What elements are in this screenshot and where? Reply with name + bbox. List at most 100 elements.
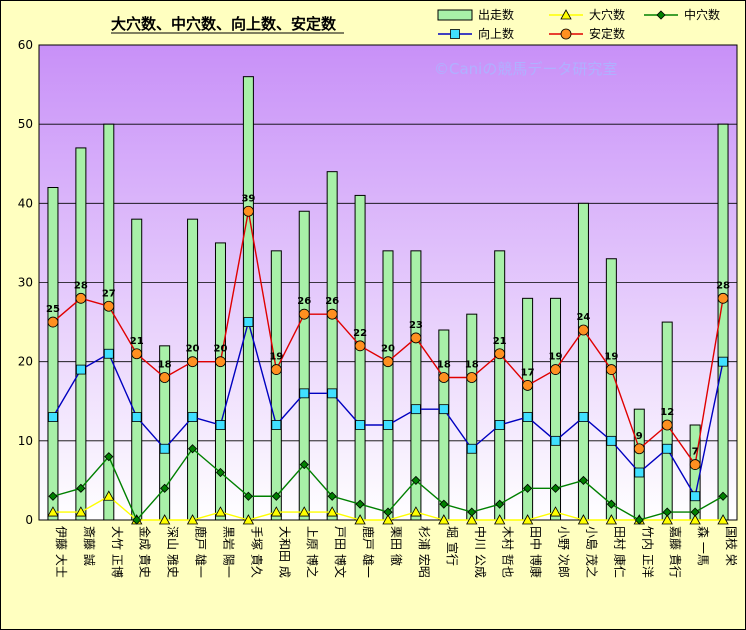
point-marker: [242, 205, 254, 217]
point-marker: [382, 356, 394, 368]
series-安定数: [47, 205, 729, 470]
category-label: 中川 公成: [473, 526, 488, 578]
category-label: 杉浦 宏昭: [417, 526, 432, 578]
point-marker: [549, 506, 562, 517]
data-label: 19: [604, 352, 618, 363]
point-marker: [187, 356, 198, 368]
point-marker: [271, 420, 282, 430]
point-marker: [438, 372, 450, 383]
point-marker: [605, 514, 618, 525]
point-marker: [661, 514, 673, 525]
point-marker: [661, 419, 673, 431]
point-marker: [326, 506, 338, 517]
point-marker: [47, 316, 59, 328]
point-marker: [298, 506, 310, 517]
bar: [47, 187, 59, 521]
bar: [159, 345, 171, 521]
bar: [605, 258, 617, 521]
point-marker: [299, 460, 309, 470]
point-marker: [466, 443, 477, 454]
point-marker: [355, 499, 365, 509]
category-label: 大和田 成: [277, 526, 291, 578]
legend-item: 向上数: [438, 26, 514, 41]
bar: [550, 297, 562, 521]
point-marker: [494, 348, 506, 360]
point-marker: [104, 452, 114, 462]
point-marker: [48, 491, 58, 501]
point-marker: [327, 491, 337, 501]
data-label: 18: [465, 360, 479, 371]
point-marker: [494, 514, 506, 525]
bar: [103, 123, 115, 521]
data-label: 27: [102, 288, 116, 299]
category-label: 小島 茂之: [584, 526, 599, 578]
line-series: [47, 205, 729, 525]
legend-swatch: [437, 9, 473, 21]
point-marker: [450, 29, 460, 39]
data-label: 9: [636, 431, 643, 442]
data-label: 26: [297, 296, 311, 307]
bar: [410, 250, 422, 521]
category-label: 大竹 正博: [110, 526, 125, 578]
point-marker: [578, 475, 589, 485]
point-marker: [243, 317, 254, 327]
point-marker: [103, 348, 114, 359]
category-label: 竹内 正洋: [640, 526, 655, 578]
point-marker: [160, 483, 170, 493]
bar: [466, 313, 478, 521]
data-label: 25: [46, 304, 60, 315]
point-marker: [271, 491, 281, 501]
point-marker: [438, 404, 449, 415]
y-tick-label: 10: [18, 434, 33, 448]
point-marker: [560, 28, 572, 40]
data-label: 39: [241, 193, 255, 204]
legend-label: 出走数: [478, 7, 514, 22]
data-label: 28: [74, 280, 88, 291]
point-marker: [689, 459, 701, 470]
point-marker: [75, 506, 87, 517]
category-label: 戸田 博文: [333, 526, 348, 578]
point-marker: [606, 499, 616, 509]
point-marker: [656, 10, 666, 20]
point-marker: [578, 412, 589, 422]
point-marker: [634, 467, 645, 478]
point-marker: [578, 324, 589, 336]
point-marker: [159, 372, 171, 383]
legend-label: 大穴数: [589, 7, 625, 22]
point-marker: [633, 443, 645, 455]
category-label: 森 一馬: [696, 526, 711, 566]
point-marker: [383, 420, 393, 430]
point-marker: [270, 364, 282, 375]
watermark: ©Caniの競馬データ研究室: [434, 60, 617, 78]
legend-label: 安定数: [589, 26, 625, 41]
point-marker: [214, 506, 227, 517]
bar: [438, 329, 450, 521]
category-label: 小野 次郎: [557, 526, 571, 578]
point-marker: [158, 514, 171, 525]
point-marker: [550, 364, 561, 375]
data-label: 22: [353, 328, 367, 339]
point-marker: [439, 499, 449, 509]
point-marker: [521, 514, 534, 525]
point-marker: [299, 388, 310, 399]
bar: [633, 408, 645, 521]
legend-label: 中穴数: [684, 7, 720, 22]
point-marker: [159, 443, 170, 454]
bar: [326, 171, 338, 521]
data-label: 28: [716, 280, 730, 291]
y-tick-label: 30: [18, 276, 33, 290]
point-marker: [131, 348, 143, 360]
point-marker: [355, 420, 365, 430]
series-中穴数: [48, 444, 728, 525]
category-label: 木村 哲也: [501, 526, 515, 578]
point-marker: [103, 300, 115, 312]
point-marker: [662, 443, 673, 454]
category-label: 鹿戸 雄一: [361, 526, 376, 578]
point-marker: [132, 515, 142, 525]
y-tick-label: 20: [18, 355, 33, 369]
category-label: 堀 宣行: [445, 526, 460, 566]
y-tick-label: 40: [18, 196, 33, 210]
category-label: 深山 雅史: [166, 526, 181, 578]
